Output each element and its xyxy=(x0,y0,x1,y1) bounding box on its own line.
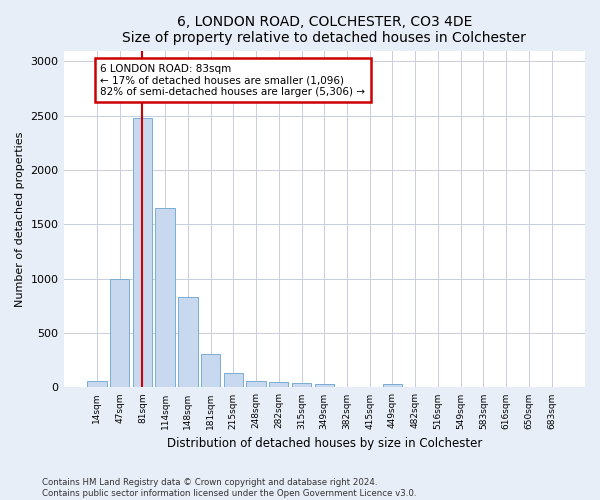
Bar xyxy=(292,383,311,388)
Title: 6, LONDON ROAD, COLCHESTER, CO3 4DE
Size of property relative to detached houses: 6, LONDON ROAD, COLCHESTER, CO3 4DE Size… xyxy=(122,15,526,45)
X-axis label: Distribution of detached houses by size in Colchester: Distribution of detached houses by size … xyxy=(167,437,482,450)
Bar xyxy=(314,384,334,388)
Bar xyxy=(201,354,220,388)
Y-axis label: Number of detached properties: Number of detached properties xyxy=(15,132,25,306)
Bar xyxy=(110,279,130,388)
Bar xyxy=(133,118,152,388)
Bar xyxy=(224,374,243,388)
Text: 6 LONDON ROAD: 83sqm
← 17% of detached houses are smaller (1,096)
82% of semi-de: 6 LONDON ROAD: 83sqm ← 17% of detached h… xyxy=(100,64,365,97)
Bar xyxy=(269,382,289,388)
Bar xyxy=(87,381,107,388)
Text: Contains HM Land Registry data © Crown copyright and database right 2024.
Contai: Contains HM Land Registry data © Crown c… xyxy=(42,478,416,498)
Bar xyxy=(155,208,175,388)
Bar xyxy=(247,382,266,388)
Bar xyxy=(178,297,197,388)
Bar xyxy=(383,384,402,388)
